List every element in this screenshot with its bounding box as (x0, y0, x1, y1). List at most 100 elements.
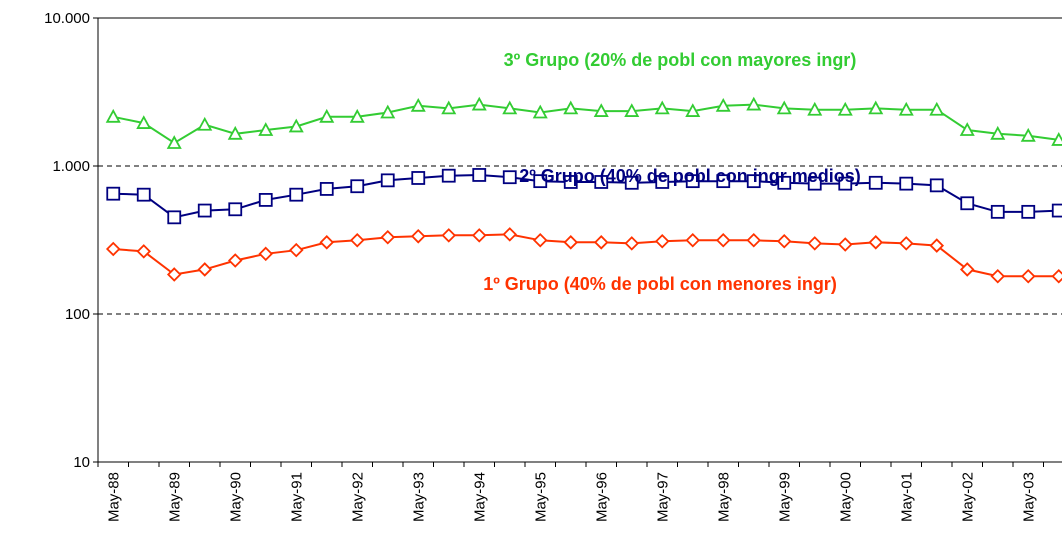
series-line (113, 103, 1059, 145)
marker (593, 235, 609, 250)
marker (471, 96, 487, 111)
marker (807, 101, 823, 116)
marker (319, 235, 335, 250)
marker (746, 174, 761, 189)
marker (349, 232, 365, 248)
marker (746, 96, 762, 111)
series (105, 96, 1062, 149)
marker (1020, 268, 1036, 284)
series-line (113, 233, 1059, 278)
marker (288, 118, 304, 133)
y-tick-label: 1.000 (52, 158, 90, 175)
marker (410, 97, 426, 112)
marker (380, 104, 396, 119)
marker (136, 244, 152, 259)
marker (685, 174, 700, 189)
marker (227, 253, 243, 268)
x-tick-label: May-98 (715, 472, 732, 522)
marker (288, 242, 304, 258)
marker (532, 232, 548, 248)
marker (258, 246, 274, 262)
x-tick-label: May-97 (654, 472, 671, 522)
marker (105, 241, 121, 257)
marker (1021, 204, 1036, 219)
x-tick-label: May-02 (959, 472, 976, 522)
marker (868, 175, 883, 190)
marker (624, 236, 640, 251)
series (105, 227, 1062, 284)
marker (563, 100, 579, 115)
marker (807, 176, 822, 191)
marker (1051, 268, 1062, 284)
marker (898, 101, 914, 116)
marker (837, 101, 853, 116)
marker (654, 100, 670, 115)
marker (807, 236, 823, 251)
x-tick-label: May-89 (166, 472, 183, 522)
marker (472, 168, 487, 182)
marker (837, 237, 853, 252)
marker (380, 173, 395, 188)
marker (502, 227, 518, 242)
x-tick-label: May-91 (288, 472, 305, 522)
marker (1020, 127, 1036, 142)
marker (533, 174, 548, 189)
marker (166, 267, 182, 282)
marker (197, 203, 212, 218)
marker (654, 234, 670, 249)
marker (197, 116, 213, 131)
marker (594, 175, 609, 189)
marker (166, 135, 182, 149)
series-label: 3º Grupo (20% de pobl con mayores ingr) (504, 50, 857, 70)
y-tick-label: 100 (65, 306, 90, 323)
marker (838, 176, 853, 191)
marker (777, 175, 792, 190)
marker (380, 229, 396, 245)
marker (959, 262, 975, 277)
marker (502, 100, 518, 115)
marker (319, 182, 334, 196)
marker (776, 100, 792, 115)
marker (899, 176, 914, 191)
marker (349, 108, 365, 123)
marker (563, 235, 579, 250)
marker (350, 179, 365, 194)
marker (715, 97, 731, 112)
x-tick-label: May-01 (898, 472, 915, 522)
marker (410, 229, 426, 244)
marker (502, 170, 517, 185)
marker (441, 228, 457, 243)
marker (990, 125, 1006, 140)
marker (106, 186, 121, 201)
x-tick-label: May-95 (532, 472, 549, 522)
marker (197, 262, 213, 277)
series-label: 2º Grupo (40% de pobl con ingr medios) (519, 166, 861, 186)
x-tick-label: May-92 (349, 472, 366, 522)
marker (624, 175, 639, 190)
marker (471, 228, 487, 243)
marker (227, 125, 243, 140)
marker (1051, 203, 1062, 218)
marker (715, 232, 731, 248)
series-label: 1º Grupo (40% de pobl con menores ingr) (483, 274, 837, 294)
marker (868, 235, 884, 250)
marker (441, 100, 457, 115)
marker (105, 108, 121, 123)
x-tick-label: May-90 (227, 472, 244, 522)
marker (716, 174, 731, 189)
x-tick-label: May-93 (410, 472, 427, 522)
marker (228, 202, 243, 217)
x-tick-label: May-03 (1020, 472, 1037, 522)
marker (960, 196, 975, 211)
series (106, 168, 1062, 225)
marker (258, 122, 274, 136)
marker (593, 103, 609, 117)
marker (776, 234, 792, 249)
marker (258, 193, 273, 207)
marker (655, 175, 670, 189)
x-tick-label: May-94 (471, 472, 488, 522)
marker (898, 236, 914, 251)
marker (136, 115, 152, 129)
